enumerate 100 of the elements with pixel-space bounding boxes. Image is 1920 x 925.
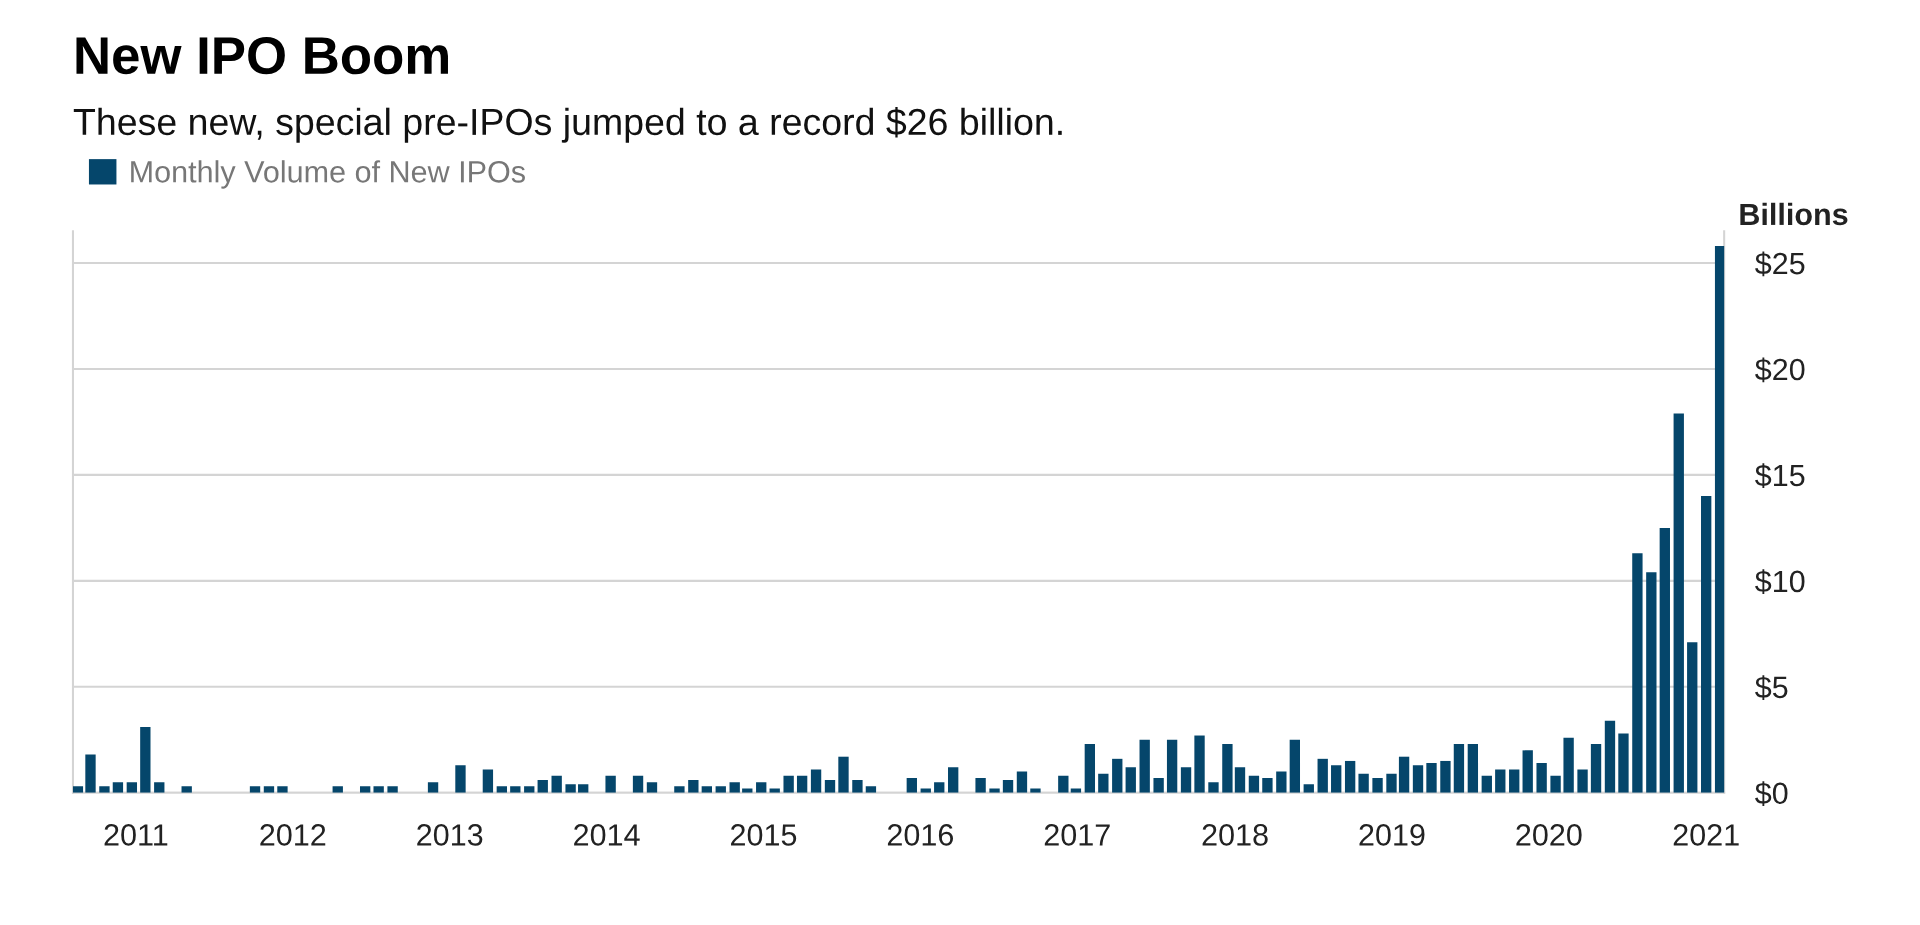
x-tick-label: 2017 (1044, 824, 1110, 846)
bar (838, 756, 849, 793)
bar (181, 786, 192, 793)
bar (1467, 743, 1479, 793)
bar (427, 782, 439, 793)
bar (1687, 642, 1698, 793)
bar (1166, 739, 1178, 793)
bar (1590, 743, 1602, 793)
bar (1331, 765, 1342, 793)
bar (1522, 750, 1533, 793)
bar (1180, 767, 1192, 793)
bar (824, 780, 836, 793)
bar (934, 782, 945, 793)
bar (783, 775, 794, 793)
bar (1222, 743, 1233, 793)
bar (1084, 743, 1096, 793)
bar (1248, 775, 1260, 793)
x-tick-label: 2014 (574, 824, 640, 846)
bar (920, 788, 931, 793)
bar (1016, 771, 1028, 793)
bar (1646, 572, 1657, 793)
bar (810, 769, 822, 793)
bar (1098, 773, 1109, 793)
y-tick-label: $10 (1755, 569, 1805, 595)
bar (1289, 739, 1301, 793)
bar (85, 754, 96, 793)
bar (1426, 763, 1437, 793)
y-tick-label: $15 (1755, 463, 1805, 489)
bar (1058, 775, 1069, 793)
bar (632, 775, 644, 793)
bar (1673, 413, 1684, 793)
y-axis-title: Billions (1740, 202, 1848, 226)
bar (1234, 767, 1246, 793)
bar (1030, 788, 1041, 793)
bar (455, 765, 466, 793)
bar (605, 775, 616, 793)
bar (373, 786, 384, 793)
bar (1550, 775, 1561, 793)
bar (1398, 756, 1410, 793)
bar (948, 767, 959, 793)
bar (989, 788, 1000, 793)
bar (1194, 735, 1205, 793)
bar (249, 786, 261, 793)
x-tick-label: 2018 (1202, 824, 1268, 846)
bar (769, 788, 780, 793)
bar (1125, 767, 1136, 793)
bar (332, 786, 343, 793)
bar (565, 784, 576, 793)
chart-subtitle: These new, special pre-IPOs jumped to a record $26 billion. (73, 107, 1062, 143)
bar (715, 786, 726, 793)
x-tick-label: 2013 (417, 824, 483, 846)
bar (1632, 553, 1643, 793)
bar (688, 780, 699, 793)
bar (1303, 784, 1314, 793)
bar (1412, 765, 1424, 793)
bar (360, 786, 371, 793)
bar (578, 784, 589, 793)
bar (1139, 739, 1150, 793)
bar (1070, 788, 1082, 793)
x-tick-label: 2012 (260, 824, 326, 846)
bar (742, 788, 753, 793)
bar (1618, 733, 1629, 793)
y-tick-label: $20 (1755, 357, 1805, 383)
bar (496, 786, 507, 793)
bar (1563, 737, 1574, 793)
bar (524, 786, 535, 793)
bar (1276, 771, 1287, 793)
bar (1372, 777, 1383, 793)
bar (1386, 773, 1397, 793)
bar (1002, 780, 1014, 793)
bar (1358, 773, 1369, 793)
bar (551, 775, 562, 793)
bar (72, 786, 84, 793)
bar (865, 786, 877, 793)
bar (1536, 763, 1547, 793)
x-tick-label: 2015 (731, 824, 797, 846)
bar (140, 727, 151, 793)
bar (1153, 777, 1164, 793)
x-tick-label: 2020 (1516, 824, 1582, 846)
bar (1481, 775, 1492, 793)
bar (852, 780, 863, 793)
bar (701, 786, 712, 793)
bar (263, 786, 275, 793)
bar (729, 782, 740, 793)
bar (906, 777, 917, 793)
bar (1344, 760, 1356, 793)
bar (277, 786, 288, 793)
bar (1495, 769, 1506, 793)
y-tick-label: $0 (1755, 781, 1788, 806)
bar (975, 777, 986, 793)
bar (1317, 758, 1328, 793)
bar (646, 782, 658, 793)
bar (1509, 769, 1520, 793)
bar (1604, 720, 1616, 793)
bar (1208, 782, 1219, 793)
bar (1659, 527, 1670, 793)
bar (112, 782, 124, 793)
bar (1714, 246, 1725, 793)
bar (482, 769, 494, 793)
bar (1453, 743, 1465, 793)
